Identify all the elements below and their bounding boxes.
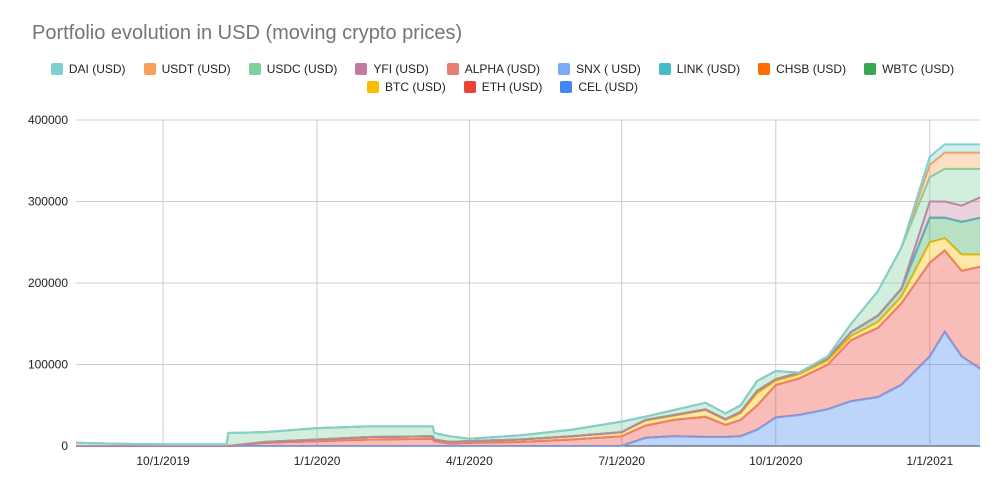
legend-swatch (355, 63, 368, 75)
x-tick-label: 10/1/2019 (136, 454, 190, 468)
legend-label: BTC (USD) (385, 80, 446, 94)
legend-swatch (658, 63, 671, 75)
legend-item: DAI (USD) (50, 62, 126, 76)
chart-legend: DAI (USD) USDT (USD) USDC (USD) YFI (USD) AL… (30, 62, 975, 94)
legend-swatch (463, 81, 476, 93)
legend-label: ETH (USD) (481, 80, 543, 94)
legend-item: LINK (USD) (658, 62, 741, 76)
legend-swatch (558, 63, 571, 75)
y-tick-label: 400000 (28, 113, 68, 127)
legend-label: CHSB (USD) (776, 62, 847, 76)
series-line-snx-usd (76, 330, 981, 447)
legend-label: USDT (USD) (161, 62, 231, 76)
legend-item: USDC (USD) (248, 62, 338, 76)
legend-item: SNX ( USD) (558, 62, 641, 76)
legend-item: ALPHA (USD) (446, 62, 541, 76)
legend-label: DAI (USD) (68, 62, 126, 76)
legend-label: CEL (USD) (578, 80, 638, 94)
legend-item: CHSB (USD) (758, 62, 846, 76)
legend-label: LINK (USD) (676, 62, 741, 76)
legend-item: YFI (USD) (355, 62, 429, 76)
series-line-dai-usd (75, 143, 980, 446)
legend-label: USDC (USD) (266, 62, 338, 76)
legend-item: BTC (USD) (367, 80, 446, 94)
area-cel-usd (76, 331, 980, 446)
x-tick-label: 4/1/2020 (446, 454, 493, 468)
legend-label: SNX ( USD) (576, 62, 641, 76)
legend-swatch (367, 81, 380, 93)
legend-label: WBTC (USD) (882, 62, 955, 76)
legend-swatch (50, 63, 63, 75)
legend-item: ETH (USD) (463, 80, 543, 94)
y-tick-label: 100000 (28, 358, 68, 372)
y-tick-label: 300000 (28, 195, 68, 209)
y-tick-label: 200000 (28, 276, 68, 290)
legend-swatch (758, 63, 771, 75)
legend-swatch (864, 63, 877, 75)
series-line-yfi-usd (76, 196, 981, 447)
legend-label: ALPHA (USD) (464, 62, 541, 76)
legend-item: CEL (USD) (560, 80, 638, 94)
legend-swatch (446, 63, 459, 75)
x-tick-label: 7/1/2020 (598, 454, 645, 468)
y-tick-label: 0 (61, 439, 68, 453)
legend-swatch (143, 63, 156, 75)
legend-item: USDT (USD) (143, 62, 231, 76)
chart-title: Portfolio evolution in USD (moving crypt… (32, 22, 463, 44)
legend-item: WBTC (USD) (864, 62, 954, 76)
legend-label: YFI (USD) (373, 62, 429, 76)
legend-swatch (248, 63, 261, 75)
x-tick-label: 1/1/2020 (294, 454, 341, 468)
legend-swatch (560, 81, 573, 93)
x-tick-label: 10/1/2020 (749, 454, 803, 468)
x-tick-label: 1/1/2021 (906, 454, 953, 468)
